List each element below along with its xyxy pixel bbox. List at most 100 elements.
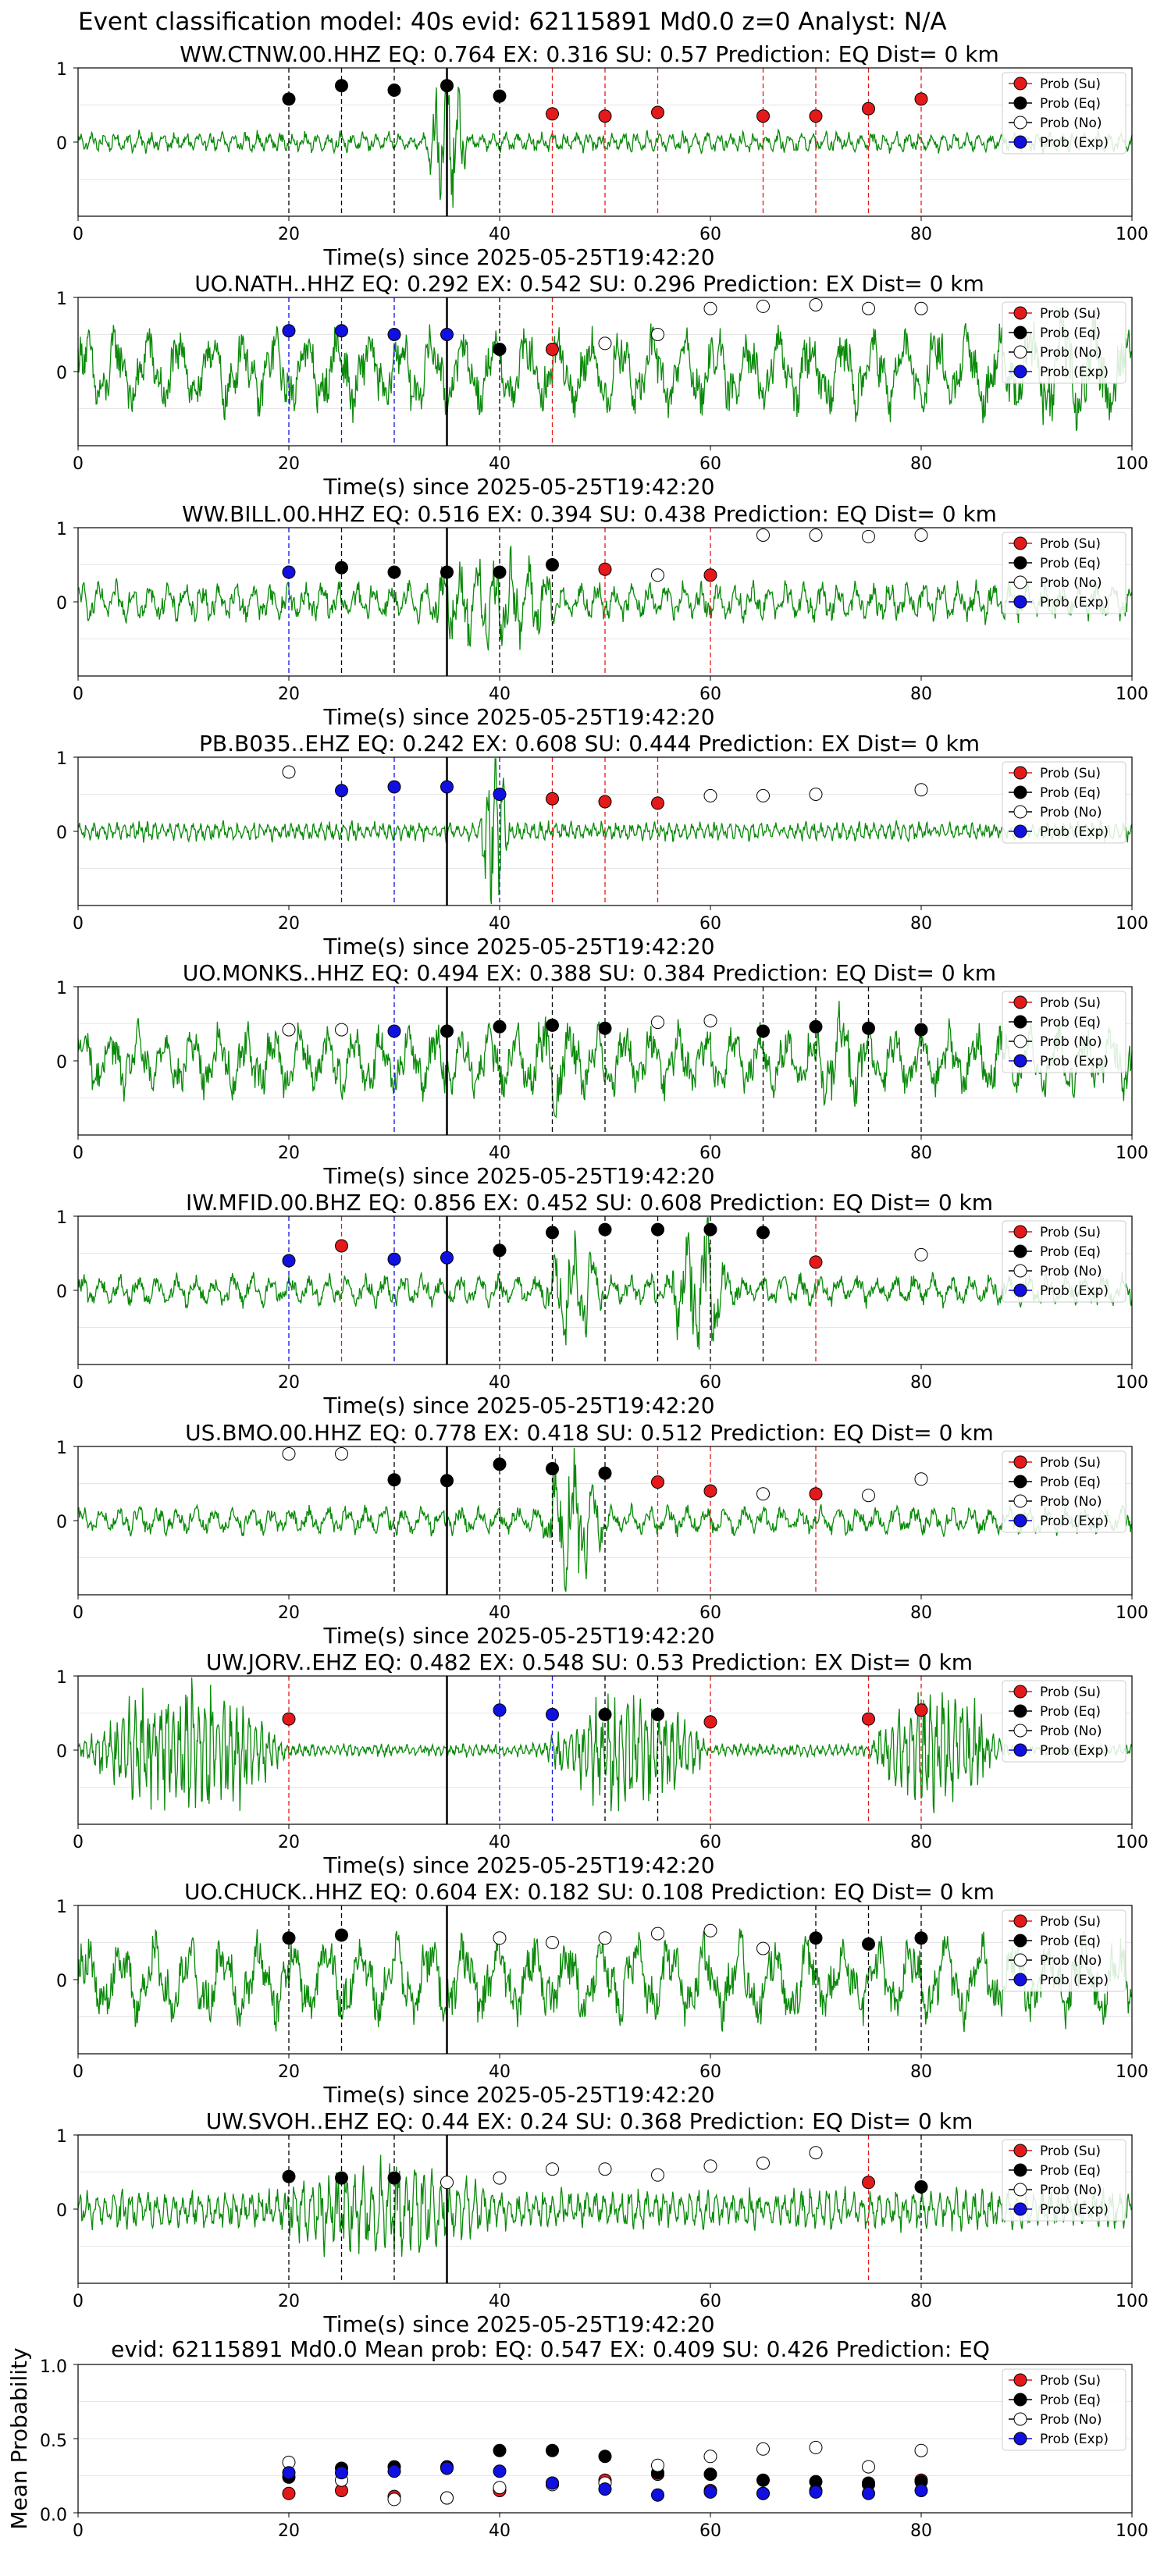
waveform-trace [77,307,1133,432]
legend-label-no: Prob (No) [1040,116,1102,131]
mean-prob-marker-eq [703,2467,717,2482]
x-tick-label: 100 [1116,454,1148,474]
prob-marker-no [335,1447,348,1461]
prob-marker-no [756,1941,770,1955]
x-tick-label: 60 [699,454,721,474]
y-tick-label: 0 [56,1742,67,1762]
legend-label-su: Prob (Su) [1040,995,1101,1011]
prob-marker-eq [651,1222,664,1236]
x-tick-label: 100 [1116,1373,1148,1393]
x-tick-label: 40 [489,225,511,244]
x-tick-label: 20 [278,685,300,704]
prob-marker-no [809,528,823,542]
prob-marker-eq [598,1021,612,1035]
x-tick-label: 20 [278,2521,300,2541]
x-tick-label: 0 [73,914,84,934]
prob-marker-no [914,528,928,542]
legend-marker-su [1013,1914,1027,1928]
y-tick-label: 1 [56,979,67,998]
legend-marker-no [1013,1953,1027,1967]
y-tick-label: 0 [56,1283,67,1302]
prob-marker-su [651,105,664,119]
prob-marker-eq [335,2171,348,2185]
legend-label-eq: Prob (Eq) [1040,785,1101,801]
x-tick-label: 80 [910,1603,932,1623]
waveform-trace [77,2154,1133,2258]
prob-marker-no [914,1472,928,1486]
prob-marker-eq [335,79,348,93]
prob-marker-exp [546,1707,559,1721]
prob-marker-no [493,1931,507,1945]
mean-prob-marker-no [862,2460,875,2474]
prob-marker-no [809,298,823,311]
prob-marker-su [756,109,770,123]
prob-marker-exp [440,780,454,794]
legend-label-eq: Prob (Eq) [1040,1934,1101,1949]
mean-prob-marker-exp [282,2466,296,2480]
legend-label-no: Prob (No) [1040,575,1102,591]
x-tick-label: 20 [278,1833,300,1852]
prob-marker-eq [387,1473,401,1487]
x-tick-label: 100 [1116,2062,1148,2082]
prob-marker-no [914,301,928,315]
mean-prob-marker-no [756,2442,770,2456]
prob-marker-su [546,107,559,121]
y-tick-label: 1.0 [40,2357,67,2377]
prob-marker-su [651,796,664,810]
legend-box-2 [1002,532,1127,614]
legend-label-no: Prob (No) [1040,2183,1102,2198]
legend-marker-eq [1013,326,1027,340]
prob-marker-no [282,1023,296,1037]
y-tick-label: 0 [56,594,67,614]
prob-marker-no [598,2162,612,2176]
subplot-title: UO.CHUCK..HHZ EQ: 0.604 EX: 0.182 SU: 0.… [184,1879,995,1905]
prob-marker-eq [651,1707,664,1721]
prob-marker-su [282,1712,296,1726]
mean-prob-marker-exp [493,2464,507,2478]
legend-label-eq: Prob (Eq) [1040,2163,1101,2179]
legend-marker-no [1013,2412,1027,2426]
legend-label-su: Prob (Su) [1040,766,1101,781]
legend-marker-eq [1013,1934,1027,1948]
prob-marker-su [862,1712,875,1726]
x-tick-label: 60 [699,2062,721,2082]
prob-marker-no [756,1487,770,1501]
legend-box-1 [1002,301,1127,384]
y-tick-label: 0.0 [40,2506,67,2525]
legend-label-eq: Prob (Eq) [1040,1704,1101,1720]
x-tick-label: 0 [73,2292,84,2311]
x-tick-label: 100 [1116,2292,1148,2311]
x-tick-label: 100 [1116,2521,1148,2541]
legend-label-eq: Prob (Eq) [1040,96,1101,112]
prob-marker-su [809,1255,823,1269]
prob-marker-eq [598,1222,612,1236]
x-tick-label: 100 [1116,1833,1148,1852]
mean-prob-marker-exp [387,2464,401,2478]
y-tick-label: 1 [56,1898,67,1917]
prob-marker-exp [440,328,454,341]
prob-marker-exp [493,788,507,801]
prob-marker-eq [282,2169,296,2183]
prob-marker-no [546,2162,559,2176]
x-tick-label: 0 [73,2062,84,2082]
legend-label-su: Prob (Su) [1040,1455,1101,1471]
figure-suptitle: Event classification model: 40s evid: 62… [78,8,947,36]
legend-label-exp: Prob (Exp) [1040,2202,1109,2218]
prob-marker-su [598,562,612,576]
prob-marker-no [546,1936,559,1949]
x-tick-label: 80 [910,685,932,704]
legend-label-eq: Prob (Eq) [1040,2393,1101,2408]
prob-marker-su [703,568,717,582]
legend-marker-su [1013,2144,1027,2158]
x-tick-label: 80 [910,454,932,474]
mean-prob-marker-no [493,2481,507,2495]
prob-marker-eq [546,1018,559,1032]
legend-marker-eq [1013,785,1027,799]
legend-label-exp: Prob (Exp) [1040,1743,1109,1759]
legend-marker-eq [1013,2393,1027,2407]
y-tick-label: 0 [56,1053,67,1073]
legend-marker-exp [1013,2432,1027,2446]
prob-marker-exp [440,1251,454,1265]
